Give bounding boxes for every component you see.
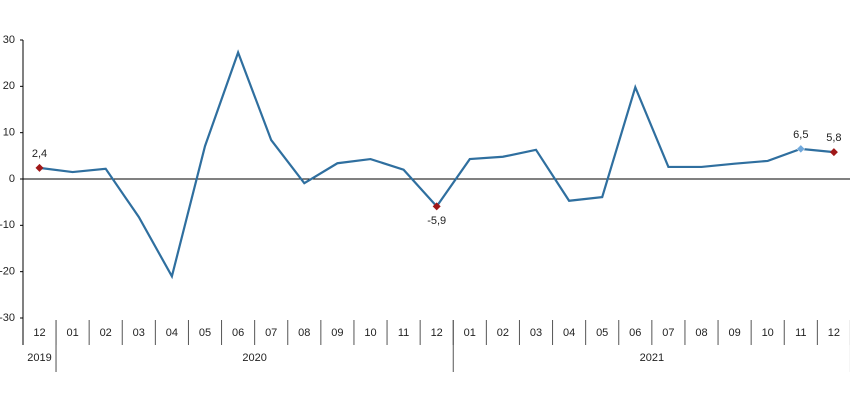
y-tick-label: -20 — [0, 266, 15, 278]
data-label: 2,4 — [32, 148, 47, 160]
x-tick-label: 04 — [563, 327, 575, 339]
data-label: 6,5 — [793, 129, 808, 141]
y-tick-label: 0 — [9, 173, 15, 185]
year-label: 2021 — [640, 352, 664, 364]
x-tick-label: 11 — [795, 327, 806, 339]
x-tick-label: 11 — [398, 327, 409, 339]
point-marker — [35, 163, 44, 172]
x-tick-label: 09 — [728, 327, 740, 339]
x-tick-label: 05 — [596, 327, 608, 339]
x-tick-label: 12 — [431, 327, 443, 339]
x-tick-label: 04 — [166, 327, 178, 339]
y-tick-label: -30 — [0, 312, 15, 324]
x-tick-label: 03 — [133, 327, 145, 339]
x-tick-label: 08 — [298, 327, 310, 339]
x-tick-label: 12 — [828, 327, 840, 339]
y-tick-label: -10 — [0, 219, 15, 231]
x-tick-label: 12 — [33, 327, 45, 339]
x-tick-label: 08 — [695, 327, 707, 339]
year-label: 2019 — [27, 352, 51, 364]
x-tick-label: 02 — [100, 327, 112, 339]
x-tick-label: 06 — [629, 327, 641, 339]
y-tick-label: 20 — [3, 80, 15, 92]
point-marker — [432, 202, 441, 211]
y-tick-label: 10 — [3, 127, 15, 139]
series-line — [39, 49, 835, 280]
point-marker — [796, 144, 806, 154]
x-tick-label: 05 — [199, 327, 211, 339]
x-tick-label: 10 — [762, 327, 774, 339]
x-tick-label: 02 — [497, 327, 509, 339]
x-tick-label: 01 — [464, 327, 476, 339]
x-tick-label: 01 — [66, 327, 78, 339]
x-tick-label: 07 — [662, 327, 674, 339]
x-tick-label: 09 — [331, 327, 343, 339]
point-marker — [829, 148, 838, 157]
year-label: 2020 — [242, 352, 266, 364]
x-tick-label: 10 — [364, 327, 376, 339]
x-tick-label: 03 — [530, 327, 542, 339]
data-label: -5,9 — [427, 215, 446, 227]
y-tick-label: 30 — [3, 34, 15, 46]
x-tick-label: 06 — [232, 327, 244, 339]
data-label: 5,8 — [826, 132, 841, 144]
x-tick-label: 07 — [265, 327, 277, 339]
